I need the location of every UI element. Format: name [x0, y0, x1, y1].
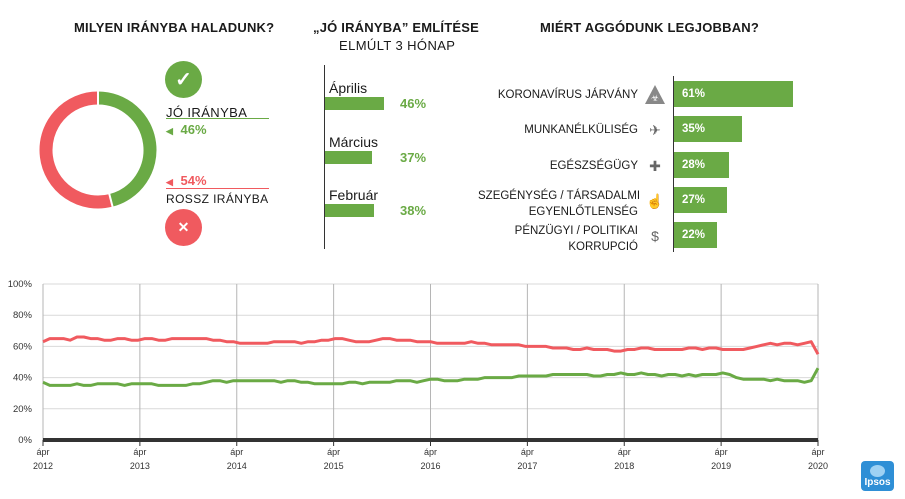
worry-bar: 61% — [674, 81, 793, 107]
direction-donut-chart — [39, 90, 157, 209]
worry-value: 28% — [682, 159, 706, 171]
x-tick-month: ápr — [230, 447, 243, 457]
checkmark-icon: ✓ — [165, 61, 202, 98]
month-value: 38% — [400, 203, 427, 218]
good-mentions-subtitle: ELMÚLT 3 HÓNAP — [339, 38, 456, 53]
good-divider — [166, 118, 269, 119]
worry-bar: 28% — [674, 152, 729, 178]
trend-line-chart: 0% 20% 40% 60% 80% 100% ápr 2012 ápr 2013 ápr 2014 á… — [8, 279, 828, 471]
worry-value: 35% — [682, 123, 706, 135]
ipsos-logo: Ipsos — [861, 461, 894, 491]
worry-label: PÉNZÜGYI / POLITIKAI KORRUPCIÓ — [514, 225, 638, 253]
worry-label: MUNKANÉLKÜLISÉG — [524, 124, 638, 136]
worry-value: 61% — [682, 88, 706, 100]
good-direction-series-line — [42, 367, 820, 387]
donut-separator — [107, 192, 114, 209]
donut-slice-good — [97, 91, 157, 207]
x-tick-month: ápr — [618, 447, 631, 457]
good-pct: 46% — [180, 122, 207, 137]
y-tick-label: 40% — [13, 373, 33, 384]
x-tick-month: ápr — [36, 447, 49, 457]
worry-bar: 27% — [674, 187, 727, 213]
good-arrow-icon: ◀ — [166, 126, 173, 136]
y-tick-label: 20% — [13, 404, 33, 415]
month-bar — [325, 204, 374, 217]
y-tick-label: 80% — [13, 310, 33, 321]
month-value: 37% — [400, 150, 427, 165]
month-label: Április — [329, 80, 368, 96]
poor-person-icon: ☝ — [646, 193, 664, 209]
biohazard-icon: ☣ — [644, 84, 666, 106]
cross-icon: ✕ — [165, 209, 202, 246]
x-tick-month: ápr — [811, 447, 824, 457]
good-mentions-title: „JÓ IRÁNYBA” EMLÍTÉSE — [313, 20, 479, 35]
worry-bar: 35% — [674, 116, 743, 142]
month-value: 46% — [400, 96, 427, 111]
bad-direction-label: ROSSZ IRÁNYBA — [166, 192, 269, 206]
money-bag-icon: $ — [651, 228, 659, 244]
bad-direction-value: ◀ 54% — [166, 173, 207, 188]
x-tick-year: 2020 — [808, 461, 828, 471]
worries-axis-line — [673, 76, 674, 252]
worry-label: KORONAVÍRUS JÁRVÁNY — [497, 89, 638, 101]
x-tick-year: 2012 — [33, 461, 53, 471]
good-direction-label: JÓ IRÁNYBA — [166, 105, 248, 120]
x-tick-month: ápr — [327, 447, 340, 457]
bad-direction-series-line — [42, 335, 820, 355]
x-tick-year: 2017 — [517, 461, 537, 471]
x-tick-month: ápr — [715, 447, 728, 457]
worry-label: SZEGÉNYSÉG / TÁRSADALMI EGYENLŐTLENSÉG — [478, 190, 641, 218]
bad-arrow-icon: ◀ — [166, 177, 173, 187]
ambulance-icon: ✚ — [649, 158, 661, 174]
month-label: Március — [329, 134, 379, 150]
worry-label: EGÉSZSÉGÜGY — [549, 160, 638, 172]
bad-pct: 54% — [180, 173, 207, 188]
y-tick-label: 100% — [8, 279, 33, 290]
x-tick-year: 2014 — [227, 461, 247, 471]
month-bar — [325, 151, 373, 164]
x-tick-month: ápr — [133, 447, 146, 457]
month-label: Február — [329, 187, 379, 203]
x-tick-month: ápr — [521, 447, 534, 457]
unemployed-person-icon: ✈ — [649, 122, 661, 138]
bad-divider — [166, 188, 269, 189]
x-tick-year: 2015 — [324, 461, 344, 471]
worry-bar: 22% — [674, 222, 717, 248]
y-tick-label: 0% — [18, 435, 32, 446]
worry-value: 22% — [682, 229, 706, 241]
worries-title: MIÉRT AGGÓDUNK LEGJOBBAN? — [540, 20, 760, 35]
month-bar — [325, 97, 384, 110]
good-direction-value: ◀ 46% — [166, 122, 207, 137]
direction-title: MILYEN IRÁNYBA HALADUNK? — [74, 20, 275, 35]
months-axis-line — [324, 65, 325, 249]
worry-value: 27% — [682, 194, 706, 206]
x-tick-year: 2013 — [130, 461, 150, 471]
x-tick-year: 2016 — [420, 461, 440, 471]
donut-slice-bad — [39, 91, 113, 209]
y-tick-label: 60% — [13, 341, 33, 352]
x-tick-month: ápr — [424, 447, 437, 457]
svg-text:☣: ☣ — [651, 93, 659, 103]
x-tick-year: 2019 — [711, 461, 731, 471]
x-tick-year: 2018 — [614, 461, 634, 471]
